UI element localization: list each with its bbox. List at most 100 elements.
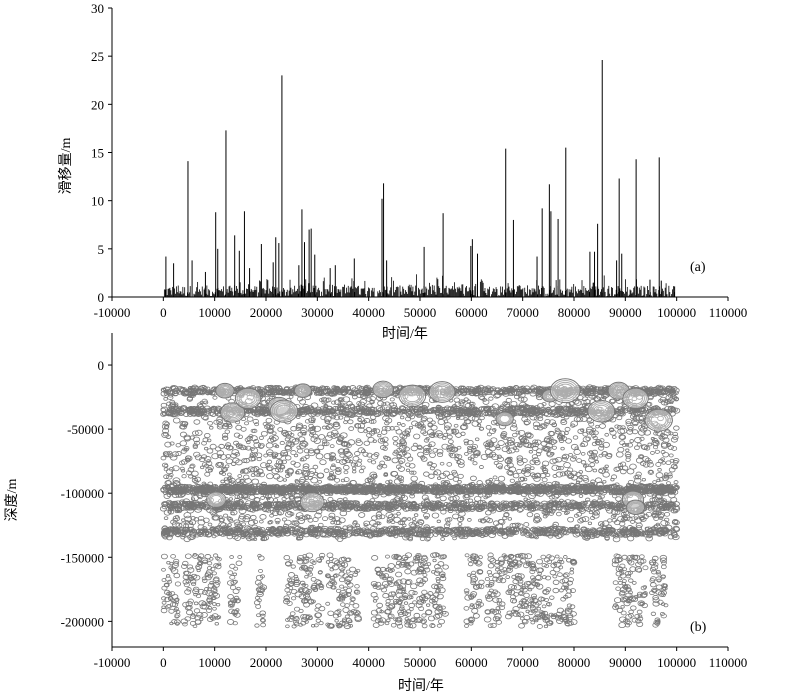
event-marker [183,536,191,543]
a-y-axis-label: 滑移量/m [57,138,74,195]
event-marker [570,420,579,427]
event-marker [519,438,526,444]
event-marker [463,438,470,444]
event-marker [620,425,626,430]
event-marker [428,432,436,438]
event-marker [483,495,488,500]
event-marker [303,476,309,480]
event-marker [532,421,540,428]
event-marker [372,474,378,478]
y-tick-label: 20 [91,97,104,112]
event-marker [333,520,341,526]
event-marker [629,439,635,443]
event-marker [265,442,274,449]
event-marker [579,516,586,523]
event-marker [387,514,395,521]
event-marker [612,536,621,543]
event-marker [361,449,367,454]
event-marker [429,452,436,458]
event-marker [193,451,201,458]
event-marker [252,452,258,457]
event-marker [634,445,640,450]
event-marker [505,445,510,450]
x-tick-label: 60000 [455,305,488,320]
event-marker [464,494,470,499]
event-marker [610,477,615,482]
event-marker [550,451,555,456]
event-marker [406,535,414,541]
event-marker [673,458,680,464]
event-marker [651,513,657,517]
event-marker [516,455,524,461]
event-marker [647,462,654,468]
x-tick-label: 20000 [250,305,283,320]
event-marker [592,435,598,440]
event-marker [272,443,278,448]
event-marker [318,434,326,440]
event-marker [384,426,392,432]
event-marker [163,474,169,479]
event-marker [169,399,176,405]
a-y-ticks: 0 5 10 15 20 25 30 [91,1,112,305]
event-marker [471,444,478,449]
event-marker [563,511,569,515]
event-marker [533,425,540,431]
event-marker [512,473,520,479]
event-marker [192,430,199,436]
event-marker [235,424,243,431]
event-marker [319,459,327,466]
event-marker [397,466,406,472]
event-marker [207,420,213,426]
event-marker [253,441,261,449]
event-marker [337,402,342,406]
event-marker [637,454,645,460]
event-marker [291,438,300,445]
a-x-ticks: -10000 0 10000 20000 30000 40000 50000 60000 700… [94,297,747,320]
event-marker [431,512,440,519]
event-marker [322,516,329,522]
event-marker [293,461,301,468]
event-marker [436,448,444,455]
event-marker [385,480,391,485]
event-marker [594,439,603,446]
event-marker [204,446,209,451]
event-marker [673,396,680,401]
event-marker [395,429,403,435]
event-marker [653,516,659,521]
event-marker [578,475,584,480]
event-marker [342,464,350,471]
event-marker [166,474,173,480]
event-marker [401,423,406,427]
event-marker [334,477,341,483]
event-marker [511,423,518,428]
event-marker [323,468,330,473]
event-marker [556,434,564,440]
event-marker [189,464,195,469]
event-marker [645,535,653,542]
event-marker [652,445,659,450]
event-marker [660,441,669,448]
event-marker [602,480,607,484]
event-marker [655,472,664,479]
event-marker [397,520,404,525]
event-marker [180,468,186,473]
event-marker [211,453,220,460]
event-marker [266,428,275,434]
event-marker [409,470,415,475]
event-marker [479,415,485,421]
event-marker [277,511,282,515]
event-marker [476,452,481,457]
event-marker [407,537,414,542]
event-marker [611,518,618,523]
event-marker [588,450,594,454]
event-marker [437,419,446,425]
event-marker [397,475,405,482]
event-marker [580,451,586,456]
event-marker [258,472,265,478]
event-marker [590,479,596,484]
event-marker [482,399,490,405]
event-marker [529,414,538,421]
event-marker [289,437,297,443]
event-marker [599,443,605,448]
y-tick-label: 5 [98,242,105,257]
